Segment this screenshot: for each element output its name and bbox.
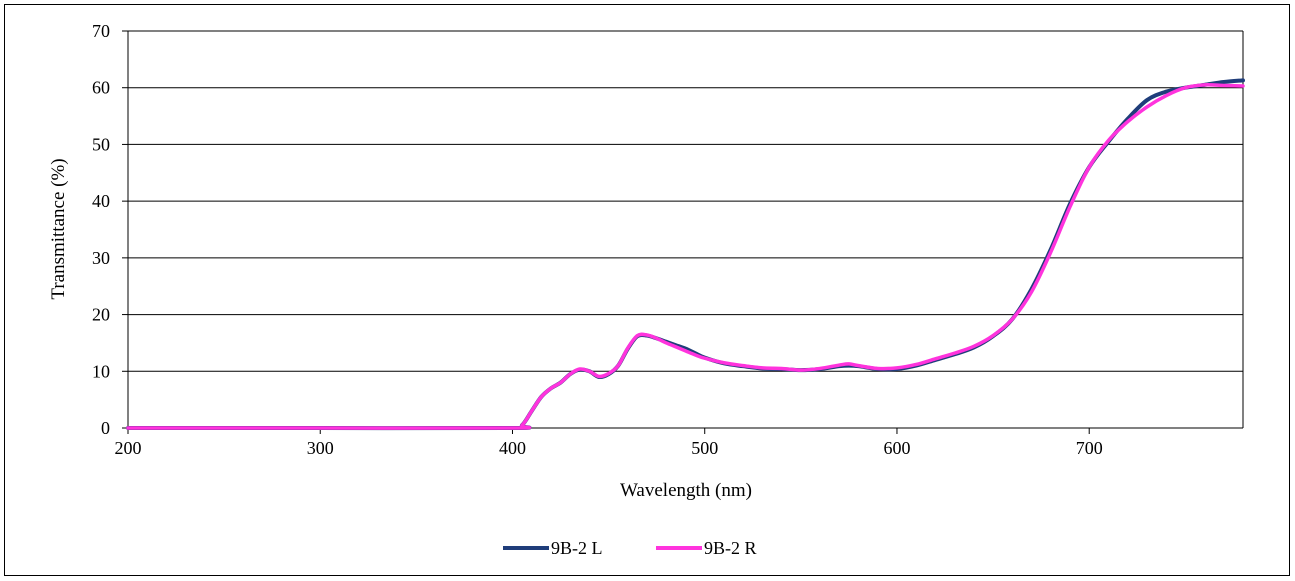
y-axis-title: Transmittance (%) [48,158,69,299]
legend: 9B-2 L 9B-2 R [503,538,757,558]
chart-frame [4,4,1290,576]
x-tick-label-300: 300 [307,438,334,458]
axes [122,30,1244,434]
series-line-2 [126,83,1245,430]
y-tick-label-70: 70 [92,21,110,41]
x-tick-label-200: 200 [115,438,142,458]
y-tick-label-20: 20 [92,305,110,325]
gridlines [128,30,1243,372]
tick-labels: 0 10 20 30 40 50 60 70 200 300 400 500 600 700 [92,21,1103,458]
series-line-1 [126,78,1245,431]
y-tick-label-30: 30 [92,248,110,268]
y-tick-label-0: 0 [101,418,110,438]
x-tick-label-500: 500 [691,438,718,458]
x-tick-label-400: 400 [499,438,526,458]
legend-label-2: 9B-2 R [704,538,757,558]
y-tick-label-10: 10 [92,361,110,381]
series-lines [126,78,1245,431]
x-tick-label-600: 600 [883,438,910,458]
y-tick-label-60: 60 [92,78,110,98]
x-tick-label-700: 700 [1076,438,1103,458]
legend-label-1: 9B-2 L [551,538,603,558]
y-tick-label-50: 50 [92,134,110,154]
y-tick-label-40: 40 [92,191,110,211]
x-axis-title: Wavelength (nm) [620,480,752,501]
